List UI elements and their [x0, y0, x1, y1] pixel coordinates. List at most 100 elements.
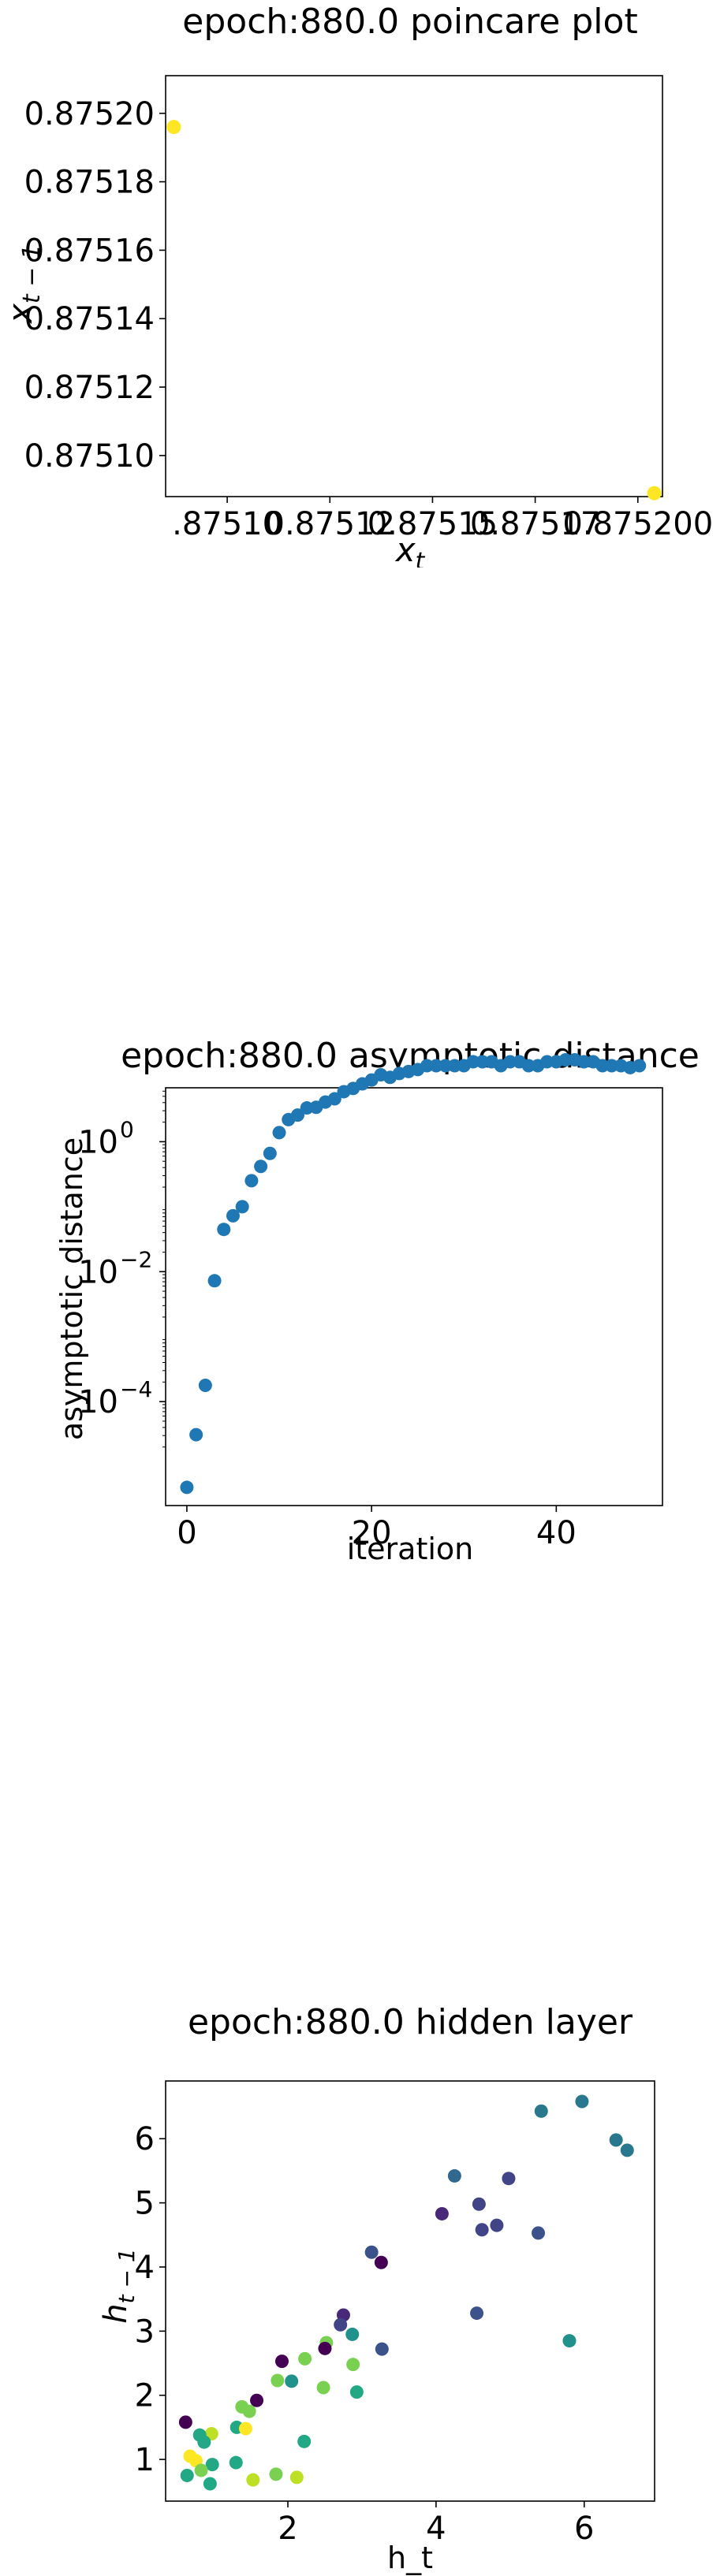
y-tick-label: 4	[135, 2250, 155, 2286]
y-axis-label: xt − 1	[1, 244, 46, 325]
y-tick-exponent: −2	[120, 1246, 152, 1272]
x-tick-label: 0.87517	[470, 506, 600, 542]
data-point	[180, 2468, 194, 2482]
data-point	[647, 486, 662, 501]
data-point	[620, 2143, 634, 2157]
y-ticks: 1 2 3 4 5 6	[135, 2121, 166, 2478]
chart-title: epoch:880.0 poincare plot	[182, 2, 637, 42]
data-point	[605, 1059, 619, 1073]
y-tick-label: 3	[135, 2314, 155, 2350]
data-point	[595, 1059, 610, 1073]
data-point	[490, 2218, 504, 2232]
data-point	[534, 2104, 548, 2118]
data-point	[198, 1379, 212, 1393]
x-tick-label: 4	[426, 2511, 446, 2547]
poincare-plot-chart: epoch:880.0 poincare plot 0.87510 0.87512…	[1, 2, 713, 568]
data-point	[178, 2415, 192, 2429]
data-point	[242, 2404, 256, 2418]
x-tick-label: .87510	[172, 506, 282, 542]
data-point	[466, 1055, 480, 1069]
data-point	[349, 2385, 364, 2399]
axes-border	[165, 1087, 663, 1506]
data-point	[334, 2317, 348, 2332]
data-point	[316, 2381, 330, 2395]
data-point	[364, 2245, 379, 2259]
y-tick-exponent: −4	[120, 1376, 152, 1402]
data-point	[205, 2458, 219, 2472]
data-point	[575, 2094, 589, 2109]
data-point	[429, 1059, 443, 1073]
data-point	[235, 1200, 249, 1214]
y-tick-label: 2	[135, 2378, 155, 2414]
data-point	[532, 2226, 546, 2240]
data-point	[285, 2374, 299, 2388]
data-point	[297, 2434, 312, 2448]
x-tick-label: 2	[278, 2511, 297, 2547]
y-tick-label: 10	[78, 1254, 118, 1290]
data-point	[197, 2435, 211, 2449]
x-tick-label: 40	[536, 1515, 577, 1551]
y-tick-exponent: 0	[120, 1116, 134, 1142]
x-tick-label: 0.87512	[265, 506, 395, 542]
data-point	[521, 1059, 536, 1073]
data-point	[274, 2355, 289, 2369]
data-point	[558, 1053, 573, 1067]
x-ticks: 2 4 6	[278, 2501, 594, 2547]
data-point	[345, 2327, 360, 2341]
data-point	[271, 2373, 285, 2388]
data-point	[189, 1428, 203, 1442]
data-point	[244, 1174, 259, 1188]
data-point	[254, 1160, 268, 1174]
data-point	[577, 1055, 591, 1069]
axes-frame	[165, 75, 663, 497]
data-points	[166, 120, 662, 501]
data-point	[246, 2473, 260, 2487]
axes-frame	[165, 2080, 655, 2502]
data-point	[374, 2255, 388, 2269]
data-point	[420, 1059, 434, 1073]
data-point	[476, 1055, 490, 1069]
data-point	[226, 1208, 240, 1223]
x-tick-label: 6	[574, 2511, 594, 2547]
data-point	[375, 2342, 389, 2356]
data-point	[447, 2168, 461, 2183]
x-ticks: 0 20 40	[177, 1506, 577, 1551]
data-point	[229, 2455, 243, 2470]
y-tick-label: 10	[78, 1124, 118, 1160]
data-points	[180, 1053, 647, 1495]
data-point	[502, 2172, 516, 2186]
data-point	[180, 1480, 194, 1495]
data-point	[439, 1059, 453, 1073]
data-point	[540, 1055, 554, 1069]
y-ticks: 0.87510 0.87512 0.87514 0.87516 0.87518 0.875…	[24, 96, 166, 475]
axes-frame	[165, 1087, 663, 1506]
y-tick-label: 0.87518	[24, 165, 155, 201]
x-tick-label: 0	[177, 1515, 196, 1551]
y-tick-label: 0.87516	[24, 233, 155, 269]
data-point	[272, 1126, 286, 1140]
x-axis-label: h_t	[387, 2541, 433, 2575]
data-point	[448, 1059, 462, 1073]
y-tick-label: 0.87520	[24, 96, 155, 132]
y-tick-label: 5	[135, 2186, 155, 2222]
data-points	[178, 2094, 634, 2491]
data-point	[470, 2306, 484, 2321]
y-tick-label: 10	[78, 1384, 118, 1420]
data-point	[269, 2467, 283, 2481]
data-point	[562, 2334, 577, 2348]
x-axis-label: iteration	[347, 1532, 474, 1566]
y-tick-label: 6	[135, 2121, 155, 2157]
y-tick-label: 0.87514	[24, 301, 155, 337]
data-point	[250, 2393, 264, 2407]
data-point	[472, 2197, 486, 2211]
data-point	[203, 2477, 217, 2491]
x-tick-label: 0.875200	[562, 506, 713, 542]
y-tick-label: 1	[135, 2442, 155, 2478]
data-point	[217, 1223, 231, 1237]
data-point	[194, 2463, 208, 2477]
data-point	[238, 2422, 252, 2436]
data-point	[263, 1146, 277, 1160]
y-axis-label: ht − 1	[98, 2248, 140, 2323]
